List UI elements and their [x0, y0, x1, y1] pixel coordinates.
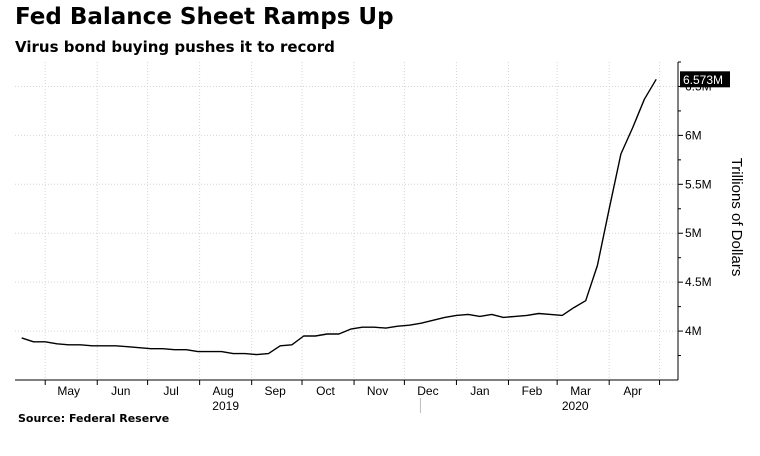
y-tick-label: 5.5M	[685, 177, 712, 191]
y-tick-label: 6M	[685, 128, 702, 142]
x-month-label: Jun	[111, 384, 130, 398]
source-note: Source: Federal Reserve	[18, 412, 170, 425]
last-value-box	[680, 71, 730, 88]
x-month-label: Mar	[570, 384, 591, 398]
grid-layer	[15, 62, 678, 380]
y-axis-title: Trillions of Dollars	[728, 158, 745, 277]
x-month-label: Apr	[623, 384, 642, 398]
series-layer	[21, 78, 657, 356]
x-month-label: Sep	[264, 384, 286, 398]
x-month-label: Nov	[367, 384, 388, 398]
x-month-label: Feb	[522, 384, 543, 398]
x-month-label: Oct	[316, 384, 335, 398]
x-month-label: Jan	[470, 384, 489, 398]
chart-subtitle: Virus bond buying pushes it to record	[15, 38, 335, 56]
x-year-label: 2020	[562, 399, 589, 413]
x-month-label: Dec	[417, 384, 438, 398]
y-tick-label: 4.5M	[685, 275, 712, 289]
chart-title: Fed Balance Sheet Ramps Up	[15, 4, 394, 30]
label-layer: 6.573M	[680, 71, 730, 88]
x-month-label: May	[57, 384, 80, 398]
series-line	[21, 78, 657, 356]
y-tick-label: 4M	[685, 324, 702, 338]
axis-layer: 4M4.5M5M5.5M6M6.5MMayJunJulAugSepOctNovD…	[15, 61, 745, 413]
x-year-label: 2019	[212, 399, 239, 413]
last-value-label: 6.573M	[683, 73, 723, 87]
y-tick-label: 5M	[685, 226, 702, 240]
x-month-label: Aug	[212, 384, 233, 398]
x-month-label: Jul	[163, 384, 178, 398]
